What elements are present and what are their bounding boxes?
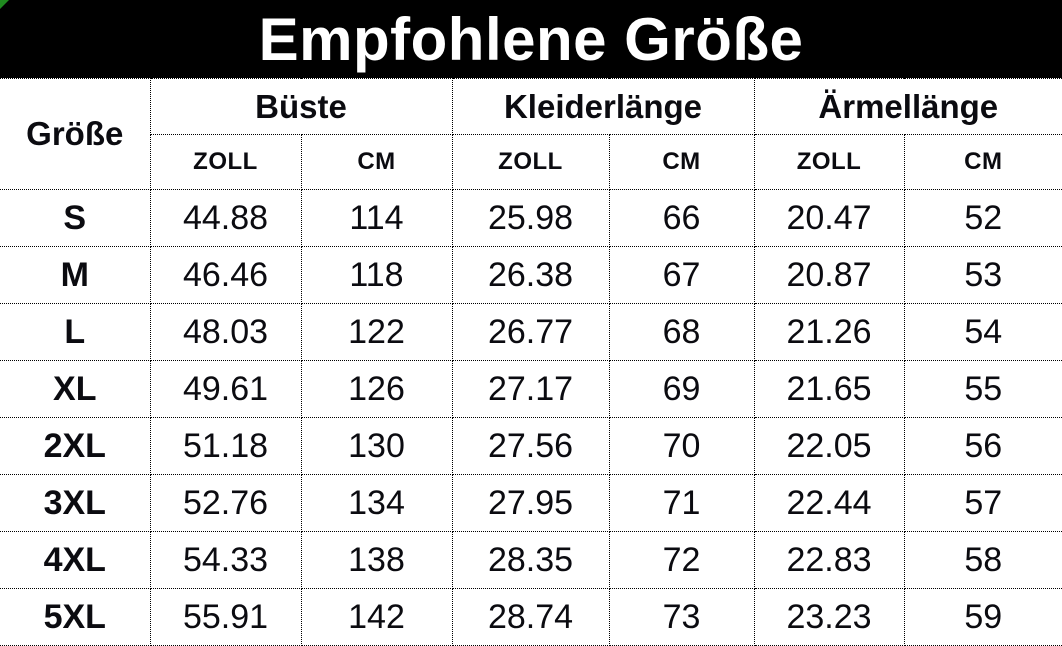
measurement-value: 28.74 <box>451 588 610 646</box>
measurement-value: 130 <box>300 417 453 475</box>
measurement-value: 56 <box>903 417 1062 475</box>
measurement-value: 54 <box>903 303 1062 361</box>
measurement-value: 69 <box>608 360 755 418</box>
measurement-value: 21.65 <box>753 360 905 418</box>
unit-header-row: ZOLL CM ZOLL CM ZOLL CM <box>0 134 1062 190</box>
measurement-value: 52 <box>903 189 1062 247</box>
measurement-value: 51.18 <box>149 417 302 475</box>
measurement-value: 20.47 <box>753 189 905 247</box>
table-row: 3XL 52.76 134 27.95 71 22.44 57 <box>0 474 1062 532</box>
size-label: 3XL <box>0 474 151 532</box>
column-group-dress-length: Kleiderlänge <box>451 78 755 135</box>
measurement-value: 57 <box>903 474 1062 532</box>
measurement-value: 53 <box>903 246 1062 304</box>
measurement-value: 23.23 <box>753 588 905 646</box>
group-header-row: Größe Büste Kleiderlänge Ärmellänge <box>0 78 1062 190</box>
measurement-value: 22.44 <box>753 474 905 532</box>
size-label: M <box>0 246 151 304</box>
table-row: S 44.88 114 25.98 66 20.47 52 <box>0 189 1062 247</box>
measurement-value: 44.88 <box>149 189 302 247</box>
size-chart-table: Größe Büste Kleiderlänge Ärmellänge ZOLL… <box>0 78 1062 646</box>
column-group-sleeve-length: Ärmellänge <box>753 78 1062 135</box>
measurement-value: 46.46 <box>149 246 302 304</box>
measurement-value: 114 <box>300 189 453 247</box>
size-label: S <box>0 189 151 247</box>
measurement-value: 25.98 <box>451 189 610 247</box>
measurement-value: 68 <box>608 303 755 361</box>
size-label: 4XL <box>0 531 151 589</box>
measurement-value: 49.61 <box>149 360 302 418</box>
size-label: XL <box>0 360 151 418</box>
unit-header-dress-cm: CM <box>608 134 755 190</box>
unit-header-dress-zoll: ZOLL <box>451 134 610 190</box>
size-label: 5XL <box>0 588 151 646</box>
title-bar: Empfohlene Größe <box>0 0 1062 78</box>
unit-header-sleeve-cm: CM <box>903 134 1062 190</box>
measurement-value: 66 <box>608 189 755 247</box>
measurement-value: 122 <box>300 303 453 361</box>
table-body: S 44.88 114 25.98 66 20.47 52 M 46.46 118 26.38 67 2… <box>0 189 1062 646</box>
table-row: 4XL 54.33 138 28.35 72 22.83 58 <box>0 531 1062 589</box>
column-group-bust: Büste <box>149 78 453 135</box>
size-label: 2XL <box>0 417 151 475</box>
table-row: L 48.03 122 26.77 68 21.26 54 <box>0 303 1062 361</box>
measurement-value: 138 <box>300 531 453 589</box>
column-header-size: Größe <box>0 78 151 190</box>
table-row: M 46.46 118 26.38 67 20.87 53 <box>0 246 1062 304</box>
measurement-value: 70 <box>608 417 755 475</box>
measurement-value: 72 <box>608 531 755 589</box>
measurement-value: 55.91 <box>149 588 302 646</box>
measurement-value: 22.05 <box>753 417 905 475</box>
measurement-value: 48.03 <box>149 303 302 361</box>
unit-header-bust-zoll: ZOLL <box>150 134 302 190</box>
measurement-value: 55 <box>903 360 1062 418</box>
measurement-value: 21.26 <box>753 303 905 361</box>
measurement-value: 59 <box>903 588 1062 646</box>
measurement-value: 71 <box>608 474 755 532</box>
measurement-value: 58 <box>903 531 1062 589</box>
measurement-value: 54.33 <box>149 531 302 589</box>
measurement-value: 27.95 <box>451 474 610 532</box>
unit-header-bust-cm: CM <box>300 134 453 190</box>
measurement-value: 26.38 <box>451 246 610 304</box>
unit-header-sleeve-zoll: ZOLL <box>753 134 905 190</box>
measurement-value: 52.76 <box>149 474 302 532</box>
table-header: Größe Büste Kleiderlänge Ärmellänge ZOLL… <box>0 78 1062 190</box>
corner-fold-icon <box>0 0 9 9</box>
table-row: 2XL 51.18 130 27.56 70 22.05 56 <box>0 417 1062 475</box>
measurement-value: 28.35 <box>451 531 610 589</box>
measurement-value: 126 <box>300 360 453 418</box>
measurement-value: 118 <box>300 246 453 304</box>
measurement-value: 20.87 <box>753 246 905 304</box>
table-row: XL 49.61 126 27.17 69 21.65 55 <box>0 360 1062 418</box>
page-title: Empfohlene Größe <box>258 5 804 73</box>
measurement-value: 142 <box>300 588 453 646</box>
measurement-value: 134 <box>300 474 453 532</box>
measurement-value: 27.56 <box>451 417 610 475</box>
size-label: L <box>0 303 151 361</box>
measurement-value: 67 <box>608 246 755 304</box>
measurement-value: 27.17 <box>451 360 610 418</box>
table-row: 5XL 55.91 142 28.74 73 23.23 59 <box>0 588 1062 646</box>
measurement-value: 22.83 <box>753 531 905 589</box>
measurement-value: 73 <box>608 588 755 646</box>
measurement-value: 26.77 <box>451 303 610 361</box>
